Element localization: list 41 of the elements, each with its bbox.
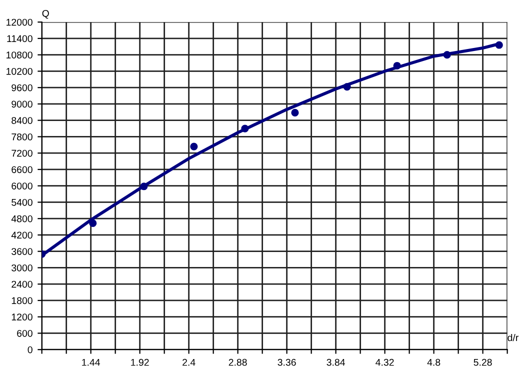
x-tick-label: 2.4 xyxy=(182,358,196,366)
y-tick-label: 7200 xyxy=(12,150,32,157)
y-tick-label: 11400 xyxy=(7,35,32,42)
x-tick-label: 4.8 xyxy=(427,358,440,366)
x-tick-label: 1.44 xyxy=(82,358,100,366)
point xyxy=(190,142,198,150)
y-tick-label: 10800 xyxy=(6,52,32,58)
y-tick-label: 4200 xyxy=(11,232,32,239)
y-tick-label: 9000 xyxy=(12,100,32,108)
x-axis-title: d/r xyxy=(508,334,518,342)
y-tick-label: 0 xyxy=(28,346,32,354)
y-tick-label: 10200 xyxy=(6,68,32,75)
x-tick-label: 3.84 xyxy=(326,358,345,366)
y-tick-label: 1200 xyxy=(12,314,32,320)
point xyxy=(443,51,451,59)
point xyxy=(140,182,148,190)
y-tick-label: 2400 xyxy=(12,280,32,288)
y-tick-label: 3600 xyxy=(12,248,32,255)
x-tick-label: 5.28 xyxy=(474,358,492,366)
point xyxy=(343,82,351,91)
x-tick-label: 4.32 xyxy=(376,358,394,366)
point xyxy=(495,41,503,49)
x-tick-label: 2.88 xyxy=(228,358,247,366)
y-tick-label: 8400 xyxy=(12,117,32,124)
y-tick-label: 1800 xyxy=(12,297,32,304)
x-tick-label: 3.36 xyxy=(278,358,296,366)
y-tick-label: 7800 xyxy=(12,133,32,140)
y-axis-title: Q xyxy=(42,10,49,19)
y-tick-label: 600 xyxy=(17,330,32,337)
point xyxy=(393,62,401,70)
y-tick-label: 3000 xyxy=(12,264,32,272)
y-tick-label: 5400 xyxy=(12,198,32,206)
y-tick-label: 4800 xyxy=(11,215,32,222)
y-tick-label: 12000 xyxy=(6,18,32,26)
point xyxy=(89,219,97,228)
point xyxy=(241,124,249,132)
y-tick-label: 6600 xyxy=(12,166,32,174)
point xyxy=(291,108,299,116)
x-tick-label: 1.92 xyxy=(131,358,149,366)
y-tick-label: 9600 xyxy=(12,84,32,92)
y-tick-label: 6000 xyxy=(12,182,32,190)
